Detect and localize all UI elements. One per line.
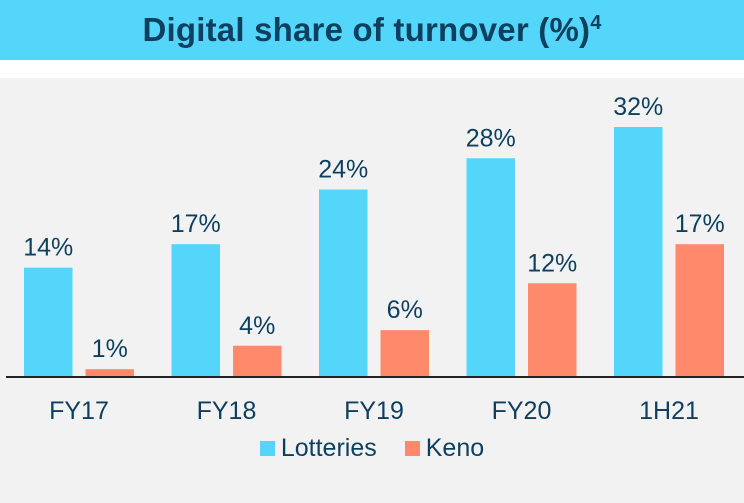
data-label-keno-fy18: 4% xyxy=(239,312,275,340)
data-label-lotteries-fy18: 17% xyxy=(171,210,221,238)
bar-lotteries-fy17 xyxy=(24,267,73,377)
legend-swatch-keno xyxy=(404,440,420,456)
bar-keno-fy18 xyxy=(233,345,282,377)
data-label-keno-1h21: 17% xyxy=(675,210,725,238)
x-tick-label-fy17: FY17 xyxy=(49,397,109,425)
legend-swatch-lotteries xyxy=(259,440,275,456)
data-label-lotteries-fy19: 24% xyxy=(318,156,368,184)
bar-keno-fy20 xyxy=(528,283,577,377)
data-label-lotteries-1h21: 32% xyxy=(613,93,663,121)
bar-lotteries-fy19 xyxy=(319,189,368,377)
bar-keno-fy19 xyxy=(380,330,429,377)
bar-keno-fy17 xyxy=(85,369,134,377)
data-label-lotteries-fy17: 14% xyxy=(23,234,73,262)
legend-item-keno: Keno xyxy=(404,433,485,463)
legend-label-keno: Keno xyxy=(425,433,485,462)
bar-lotteries-fy20 xyxy=(466,158,515,377)
data-label-lotteries-fy20: 28% xyxy=(466,124,516,152)
data-label-keno-fy19: 6% xyxy=(387,296,423,324)
data-label-keno-fy17: 1% xyxy=(92,335,128,363)
legend-item-lotteries: Lotteries xyxy=(259,433,377,463)
x-tick-label-1h21: 1H21 xyxy=(639,397,699,425)
legend-label-lotteries: Lotteries xyxy=(280,433,377,462)
bar-lotteries-fy18 xyxy=(171,244,220,377)
legend: Lotteries Keno xyxy=(0,430,744,466)
x-tick-label-fy20: FY20 xyxy=(492,397,552,425)
bar-keno-1h21 xyxy=(675,244,724,377)
x-tick-label-fy19: FY19 xyxy=(344,397,404,425)
data-label-keno-fy20: 12% xyxy=(527,249,577,277)
title-bar: Digital share of turnover (%)4 xyxy=(0,0,744,60)
bar-lotteries-1h21 xyxy=(614,127,663,377)
title-superscript: 4 xyxy=(590,12,602,34)
x-tick-label-fy18: FY18 xyxy=(197,397,257,425)
chart-title: Digital share of turnover (%)4 xyxy=(142,11,602,48)
